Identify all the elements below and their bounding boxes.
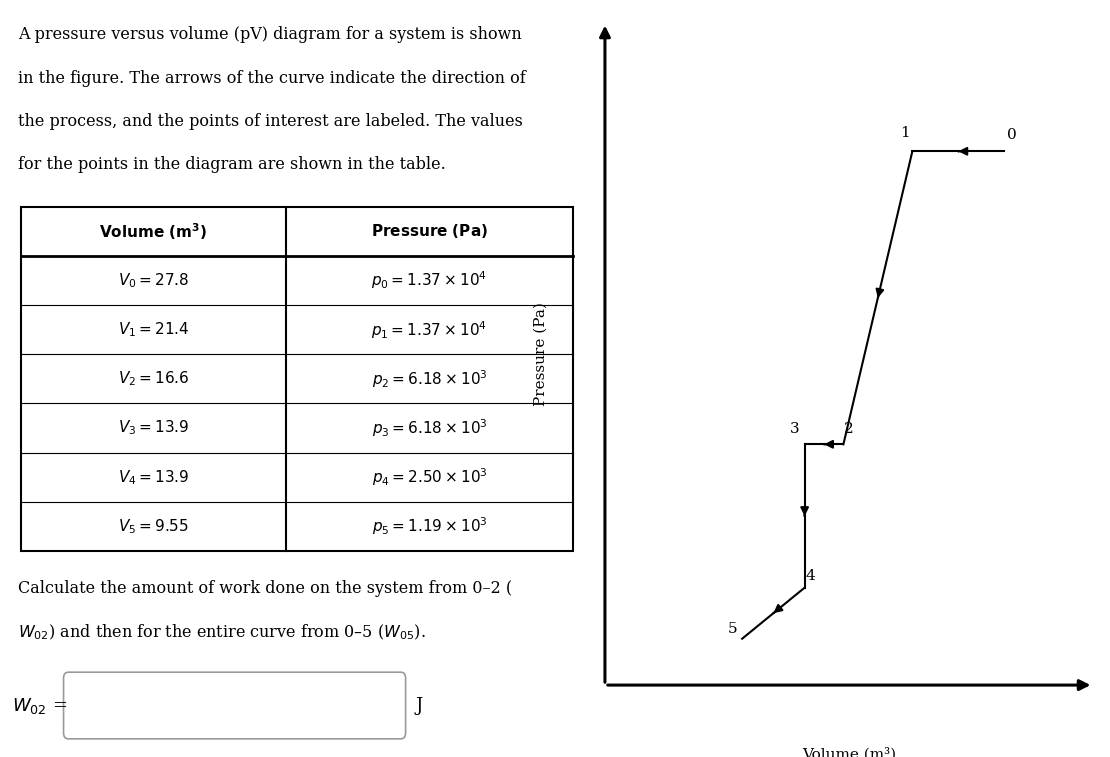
Text: Pressure (Pa): Pressure (Pa) bbox=[533, 302, 547, 406]
Text: 3: 3 bbox=[789, 422, 799, 437]
Text: $p_3 = 6.18 \times 10^3$: $p_3 = 6.18 \times 10^3$ bbox=[372, 417, 487, 439]
Text: in the figure. The arrows of the curve indicate the direction of: in the figure. The arrows of the curve i… bbox=[18, 70, 525, 86]
Text: 2: 2 bbox=[845, 422, 854, 437]
Text: the process, and the points of interest are labeled. The values: the process, and the points of interest … bbox=[18, 113, 523, 129]
Text: $V_3 = 13.9$: $V_3 = 13.9$ bbox=[118, 419, 189, 438]
Text: $V_4 = 13.9$: $V_4 = 13.9$ bbox=[118, 468, 189, 487]
Text: $V_1 = 21.4$: $V_1 = 21.4$ bbox=[118, 320, 189, 339]
Text: 1: 1 bbox=[900, 126, 910, 140]
Text: 5: 5 bbox=[727, 621, 737, 636]
Text: $\bf{Volume\ (m^3)}$: $\bf{Volume\ (m^3)}$ bbox=[99, 221, 208, 241]
Text: $p_5 = 1.19 \times 10^3$: $p_5 = 1.19 \times 10^3$ bbox=[372, 516, 487, 537]
Text: $p_1 = 1.37 \times 10^4$: $p_1 = 1.37 \times 10^4$ bbox=[372, 319, 487, 341]
Text: A pressure versus volume (​pV​) diagram for a system is shown: A pressure versus volume (​pV​) diagram … bbox=[18, 26, 522, 43]
Text: $V_5 = 9.55$: $V_5 = 9.55$ bbox=[118, 517, 189, 536]
FancyBboxPatch shape bbox=[63, 672, 405, 739]
Text: $W_{02}$ =: $W_{02}$ = bbox=[12, 696, 67, 715]
Text: $\bf{Pressure\ (Pa)}$: $\bf{Pressure\ (Pa)}$ bbox=[371, 223, 488, 240]
Text: $V_2 = 16.6$: $V_2 = 16.6$ bbox=[118, 369, 189, 388]
Text: $p_4 = 2.50 \times 10^3$: $p_4 = 2.50 \times 10^3$ bbox=[372, 466, 487, 488]
Text: $V_0 = 27.8$: $V_0 = 27.8$ bbox=[118, 271, 189, 290]
Text: $W_{02}$) and then for the entire curve from 0–5 ($W_{05}$).: $W_{02}$) and then for the entire curve … bbox=[18, 623, 425, 643]
Text: for the points in the diagram are shown in the table.: for the points in the diagram are shown … bbox=[18, 156, 445, 173]
Text: $p_0 = 1.37 \times 10^4$: $p_0 = 1.37 \times 10^4$ bbox=[372, 269, 487, 291]
Text: Calculate the amount of work done on the system from 0–2 (: Calculate the amount of work done on the… bbox=[18, 580, 512, 597]
Bar bbox=[21, 207, 573, 551]
Text: 0: 0 bbox=[1007, 127, 1017, 142]
Text: 4: 4 bbox=[806, 569, 815, 583]
Text: Volume (m³): Volume (m³) bbox=[803, 747, 896, 757]
Text: J: J bbox=[416, 696, 423, 715]
Text: $p_2 = 6.18 \times 10^3$: $p_2 = 6.18 \times 10^3$ bbox=[372, 368, 487, 390]
